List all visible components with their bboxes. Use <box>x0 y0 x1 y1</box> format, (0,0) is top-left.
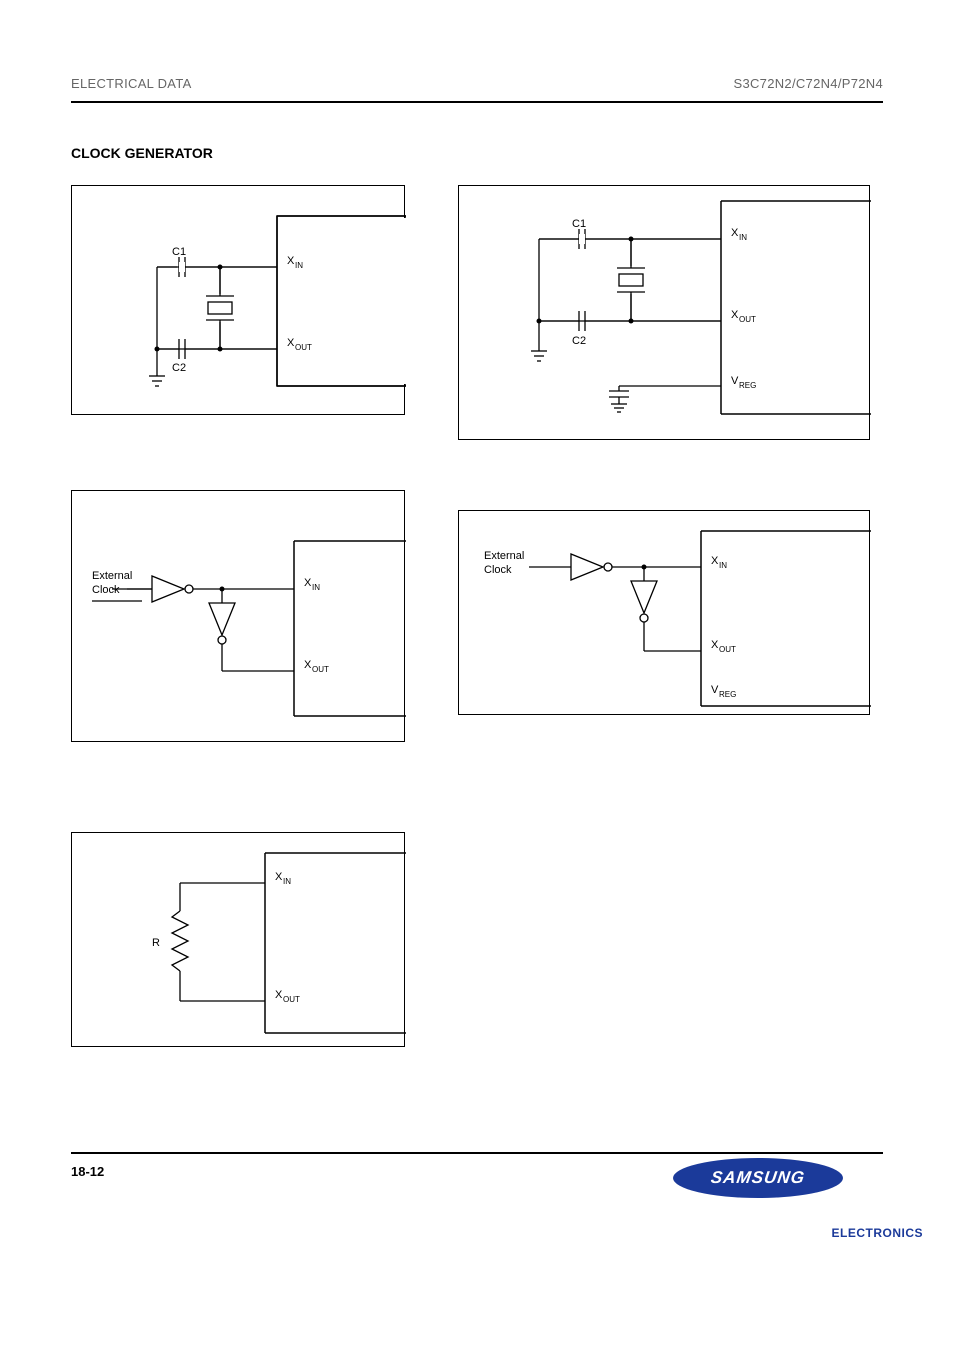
svg-text:IN: IN <box>283 877 291 886</box>
svg-text:External: External <box>92 570 132 582</box>
svg-text:X: X <box>711 639 719 651</box>
circuit-d-svg: External Clock XIN XOUT VREG <box>459 511 871 716</box>
svg-text:IN: IN <box>312 583 320 592</box>
logo-ellipse: SAMSUNG <box>673 1158 843 1198</box>
header-right: S3C72N2/C72N4/P72N4 <box>733 76 883 91</box>
svg-text:OUT: OUT <box>283 995 300 1004</box>
page: ELECTRICAL DATA S3C72N2/C72N4/P72N4 CLOC… <box>0 0 954 1351</box>
circuit-b-svg: C1 C2 XIN XOUT VREG <box>459 186 871 441</box>
svg-text:C1: C1 <box>172 246 186 258</box>
svg-text:IN: IN <box>739 233 747 242</box>
svg-text:X: X <box>287 337 295 349</box>
section-title: CLOCK GENERATOR <box>71 145 213 161</box>
figure-a: C1 C2 X IN X OUT <box>71 185 405 415</box>
svg-text:C1: C1 <box>572 218 586 230</box>
page-header: ELECTRICAL DATA S3C72N2/C72N4/P72N4 <box>71 76 883 103</box>
svg-text:OUT: OUT <box>719 645 736 654</box>
svg-text:X: X <box>711 555 719 567</box>
svg-text:REG: REG <box>719 690 736 699</box>
svg-text:V: V <box>731 375 739 387</box>
svg-text:OUT: OUT <box>739 315 756 324</box>
svg-text:X: X <box>731 309 739 321</box>
svg-text:OUT: OUT <box>312 665 329 674</box>
svg-text:C2: C2 <box>572 335 586 347</box>
svg-text:REG: REG <box>739 381 756 390</box>
figure-b: C1 C2 XIN XOUT VREG <box>458 185 870 440</box>
circuit-e-svg: R XIN XOUT <box>72 833 406 1048</box>
svg-text:X: X <box>304 577 312 589</box>
svg-text:OUT: OUT <box>295 343 312 352</box>
page-number: 18-12 <box>71 1164 104 1179</box>
svg-text:Clock: Clock <box>92 584 120 596</box>
footer-rule <box>71 1152 883 1154</box>
svg-text:X: X <box>287 255 295 267</box>
svg-text:IN: IN <box>719 561 727 570</box>
circuit-c-svg: External Clock XIN XOUT <box>72 491 406 743</box>
svg-text:V: V <box>711 684 719 696</box>
svg-text:IN: IN <box>295 261 303 270</box>
svg-text:X: X <box>275 989 283 1001</box>
figure-c: External Clock XIN XOUT <box>71 490 405 742</box>
logo-subtext: ELECTRONICS <box>831 1226 923 1240</box>
logo-text: SAMSUNG <box>710 1168 807 1188</box>
svg-text:Clock: Clock <box>484 564 512 576</box>
figure-e: R XIN XOUT <box>71 832 405 1047</box>
svg-text:C2: C2 <box>172 362 186 374</box>
logo: SAMSUNG ELECTRONICS <box>673 1158 883 1218</box>
svg-text:X: X <box>304 659 312 671</box>
svg-text:External: External <box>484 550 524 562</box>
figure-d: External Clock XIN XOUT VREG <box>458 510 870 715</box>
circuit-a-svg: C1 C2 X IN X OUT <box>72 186 406 416</box>
svg-text:X: X <box>275 871 283 883</box>
svg-text:R: R <box>152 937 160 949</box>
svg-text:X: X <box>731 227 739 239</box>
header-left: ELECTRICAL DATA <box>71 76 192 91</box>
